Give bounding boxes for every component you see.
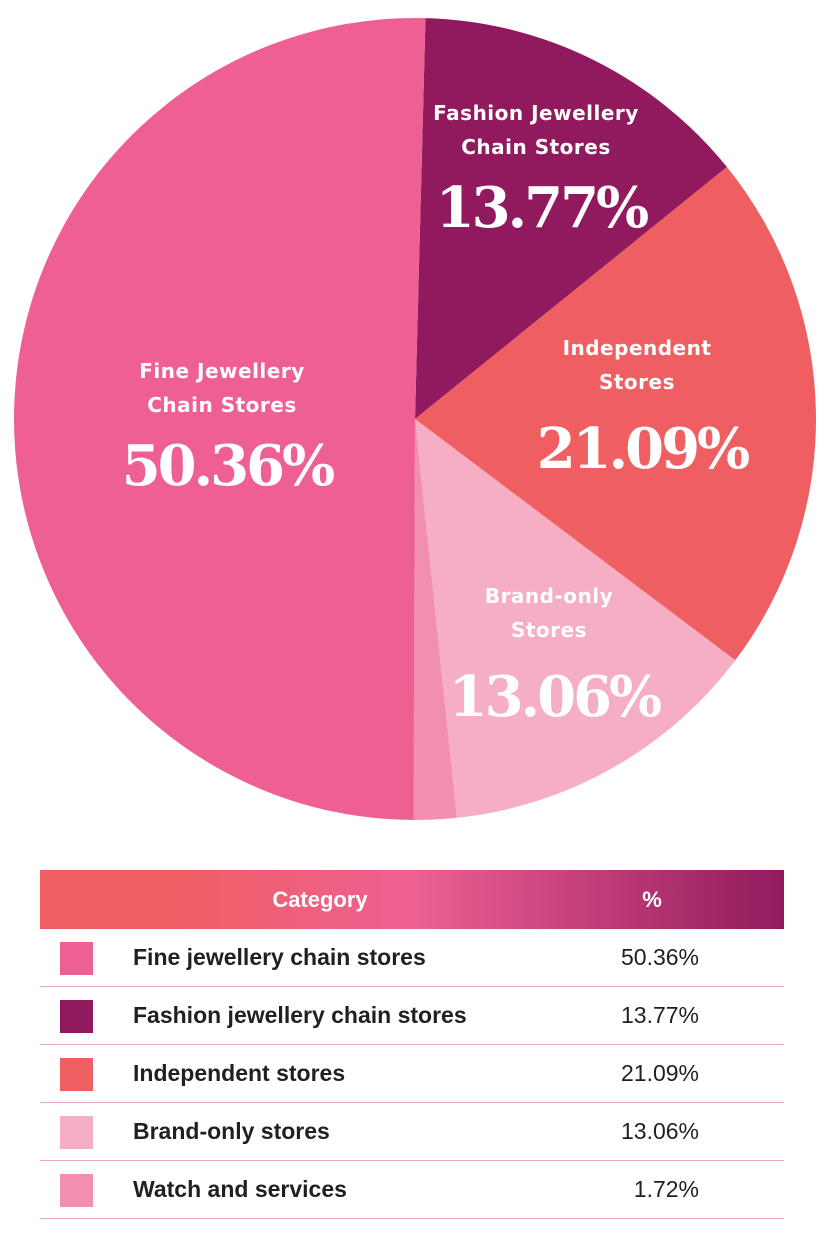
table-row: Watch and services 1.72% xyxy=(40,1161,784,1219)
color-swatch xyxy=(60,1000,93,1033)
pie-slice-watch-and-services xyxy=(413,419,457,820)
row-percent: 21.09% xyxy=(620,1060,699,1086)
color-swatch xyxy=(60,1116,93,1149)
slice-label: Stores xyxy=(511,618,587,642)
pie-slice-brand-only-stores xyxy=(415,419,736,818)
pie-slice-independent-stores xyxy=(415,167,817,661)
pie-slice-fashion-jewellery-chain-stores xyxy=(415,18,727,419)
row-percent: 50.36% xyxy=(620,944,699,970)
slice-label: Fine Jewellery xyxy=(139,359,305,383)
row-percent: 1.72% xyxy=(633,1176,699,1202)
slice-label: Chain Stores xyxy=(147,393,297,417)
color-swatch xyxy=(60,1174,93,1207)
pie-chart: Fine Jewellery Chain Stores 50.36% Fashion … xyxy=(13,17,817,820)
table-row: Brand-only stores 13.06% xyxy=(40,1103,784,1161)
header-category: Category xyxy=(272,886,368,912)
pie-slice-fine-jewellery-chain-stores xyxy=(13,17,426,820)
table-row: Fashion jewellery chain stores 13.77% xyxy=(40,987,784,1045)
row-percent: 13.06% xyxy=(620,1118,699,1144)
legend-table: Category % Fine jewellery chain stores 5… xyxy=(40,870,784,1219)
table-header: Category % xyxy=(40,870,784,929)
color-swatch xyxy=(60,1058,93,1091)
table-row: Fine jewellery chain stores 50.36% xyxy=(40,929,784,987)
slice-label: Independent xyxy=(563,336,712,360)
row-percent: 13.77% xyxy=(620,1002,699,1028)
slice-value-label: 21.09% xyxy=(537,416,749,482)
slice-value-label: 50.36% xyxy=(122,433,334,499)
row-category: Independent stores xyxy=(133,1060,346,1086)
slice-value-label: 13.06% xyxy=(449,664,661,730)
row-category: Brand-only stores xyxy=(133,1118,330,1144)
slice-label: Fashion Jewellery xyxy=(433,101,639,125)
row-category: Fine jewellery chain stores xyxy=(133,944,426,970)
slice-value-label: 13.77% xyxy=(436,175,648,241)
row-category: Watch and services xyxy=(133,1176,347,1202)
color-swatch xyxy=(60,942,93,975)
header-percent: % xyxy=(642,886,662,912)
row-category: Fashion jewellery chain stores xyxy=(133,1002,467,1028)
slice-label: Stores xyxy=(599,370,675,394)
table-row: Independent stores 21.09% xyxy=(40,1045,784,1103)
slice-label: Brand-only xyxy=(485,584,613,608)
slice-label: Chain Stores xyxy=(461,135,611,159)
